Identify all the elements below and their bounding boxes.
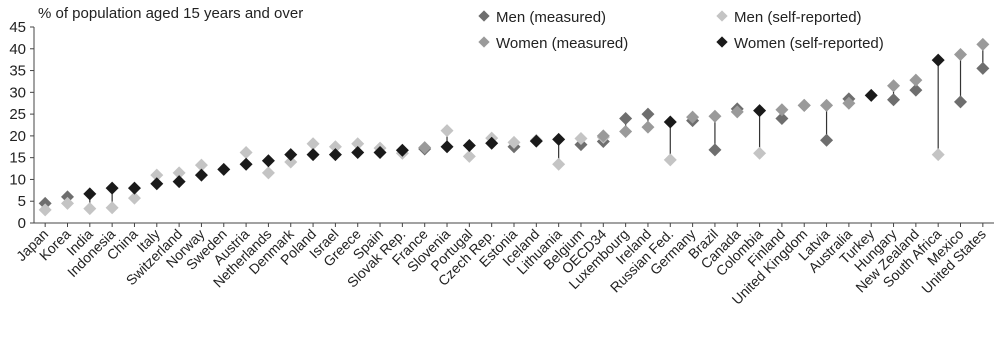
y-tick-label: 45 (9, 19, 26, 36)
data-point (686, 110, 700, 124)
data-point (328, 140, 342, 154)
data-point (217, 162, 231, 176)
data-point (194, 158, 208, 172)
data-point (462, 138, 476, 152)
y-tick-label: 0 (18, 215, 26, 232)
data-point (194, 168, 208, 182)
data-point (105, 201, 119, 215)
data-point (38, 196, 52, 210)
data-point (909, 73, 923, 87)
data-point (485, 136, 499, 150)
data-point (864, 88, 878, 102)
data-point (261, 154, 275, 168)
data-point (909, 83, 923, 97)
data-point (351, 145, 365, 159)
data-point (127, 181, 141, 195)
chart-title: % of population aged 15 years and over (38, 5, 304, 22)
data-point (306, 137, 320, 151)
data-point (172, 166, 186, 180)
data-point (753, 146, 767, 160)
data-point (127, 191, 141, 205)
data-point (619, 125, 633, 139)
data-point (954, 47, 968, 61)
data-point (150, 168, 164, 182)
data-point (976, 37, 990, 51)
legend-item-women-measured: Women (measured) (478, 35, 629, 52)
y-tick-label: 30 (9, 84, 26, 101)
data-point (574, 132, 588, 146)
data-point (328, 148, 342, 162)
data-point (954, 95, 968, 109)
data-point (663, 115, 677, 129)
data-point (395, 143, 409, 157)
legend-label: Women (self-reported) (734, 35, 884, 52)
data-point (261, 166, 275, 180)
data-point (105, 181, 119, 195)
data-point (641, 107, 655, 121)
data-point (775, 103, 789, 117)
data-point (976, 61, 990, 75)
y-tick-label: 15 (9, 150, 26, 167)
legend-label: Women (measured) (496, 35, 629, 52)
legend-item-men-measured: Men (measured) (478, 9, 607, 26)
data-point (351, 137, 365, 151)
data-point (507, 135, 521, 149)
data-point (775, 111, 789, 125)
data-point (552, 132, 566, 146)
data-point (931, 148, 945, 162)
data-point (641, 120, 655, 134)
y-tick-label: 5 (18, 193, 26, 210)
data-point (820, 98, 834, 112)
y-tick-label: 10 (9, 171, 26, 188)
data-point (887, 93, 901, 107)
data-point (38, 203, 52, 217)
legend-label: Men (self-reported) (734, 9, 862, 26)
y-tick-label: 35 (9, 63, 26, 80)
data-point (619, 111, 633, 125)
data-point (440, 124, 454, 138)
legend-item-women-self-reported: Women (self-reported) (716, 35, 884, 52)
data-point (83, 202, 97, 216)
data-point (306, 148, 320, 162)
data-point (797, 98, 811, 112)
y-tick-label: 40 (9, 41, 26, 58)
y-tick-label: 25 (9, 106, 26, 123)
data-point (60, 190, 74, 204)
legend-item-men-self-reported: Men (self-reported) (716, 9, 862, 26)
data-point (552, 157, 566, 171)
data-point (708, 143, 722, 157)
y-tick-label: 20 (9, 128, 26, 145)
data-point (708, 109, 722, 123)
data-point (373, 145, 387, 159)
data-point (83, 187, 97, 201)
data-point (931, 53, 945, 67)
data-point (239, 145, 253, 159)
legend-label: Men (measured) (496, 9, 607, 26)
data-point (440, 140, 454, 154)
data-point (172, 175, 186, 189)
data-point (730, 105, 744, 119)
data-point (150, 177, 164, 191)
data-point (529, 134, 543, 148)
data-point (284, 148, 298, 162)
data-point (596, 129, 610, 143)
data-point (820, 133, 834, 147)
data-point (418, 141, 432, 155)
data-point (60, 196, 74, 210)
data-point (462, 149, 476, 163)
data-point (663, 153, 677, 167)
data-point (239, 157, 253, 171)
data-point (842, 96, 856, 110)
data-point (887, 79, 901, 93)
data-point (284, 155, 298, 169)
data-point (753, 104, 767, 118)
